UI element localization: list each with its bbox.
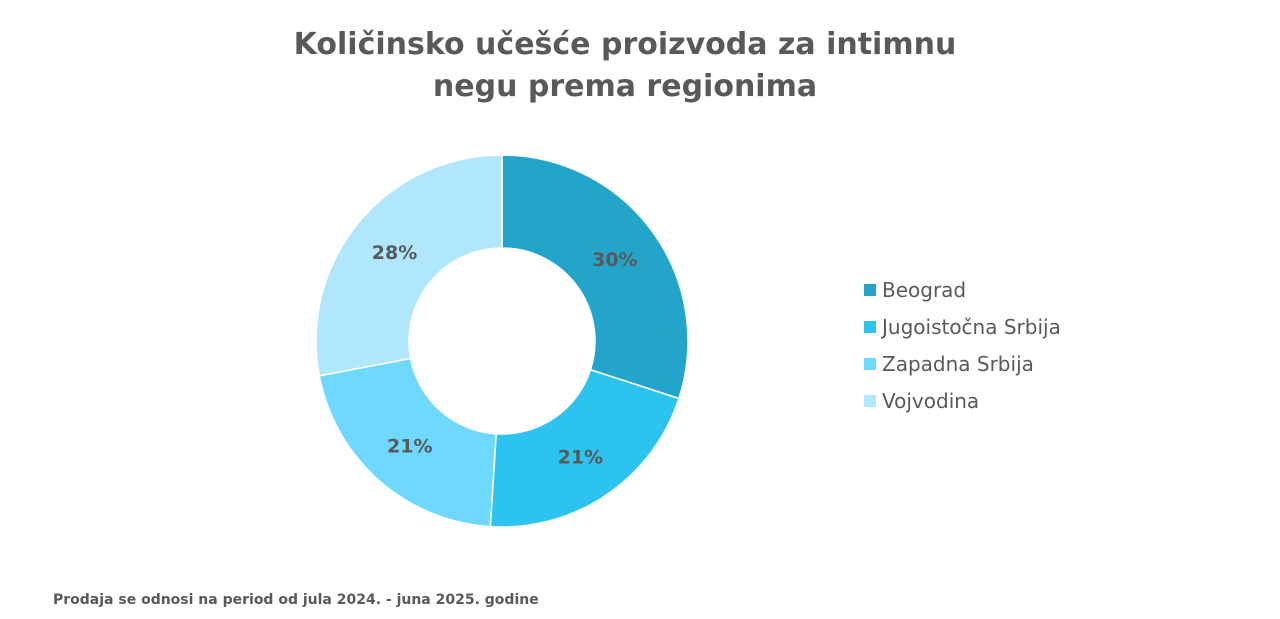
legend-item: Zapadna Srbija: [864, 345, 1061, 382]
slice-vojvodina: [315, 154, 503, 377]
legend-item: Beograd: [864, 271, 1061, 308]
data-label: 28%: [372, 242, 417, 264]
data-label: 21%: [558, 446, 603, 468]
data-label: 21%: [387, 436, 432, 458]
legend-item: Jugoistočna Srbija: [864, 308, 1061, 345]
legend-label: Jugoistočna Srbija: [882, 314, 1061, 339]
chart-title-line-1: Količinsko učešće proizvoda za intimnu: [293, 27, 957, 62]
slice-zapadna-srbija: [318, 357, 497, 528]
legend-label: Vojvodina: [882, 388, 980, 413]
slice-beograd: [501, 154, 689, 400]
legend-item: Vojvodina: [864, 382, 1061, 419]
legend-label: Zapadna Srbija: [882, 351, 1034, 376]
footer-note: Prodaja se odnosi na period od jula 2024…: [53, 592, 539, 608]
slice-jugoistočna-srbija: [489, 368, 680, 528]
chart-title: Količinsko učešće proizvoda za intimnu n…: [0, 24, 1250, 108]
legend-swatch: [864, 283, 876, 296]
legend-swatch: [864, 357, 876, 370]
chart-title-line-2: negu prema regionima: [432, 69, 818, 104]
legend-label: Beograd: [882, 277, 967, 302]
legend-swatch: [864, 320, 876, 333]
legend: Beograd Jugoistočna Srbija Zapadna Srbija V…: [864, 271, 1061, 419]
legend-swatch: [864, 394, 876, 407]
data-label: 30%: [592, 249, 637, 271]
